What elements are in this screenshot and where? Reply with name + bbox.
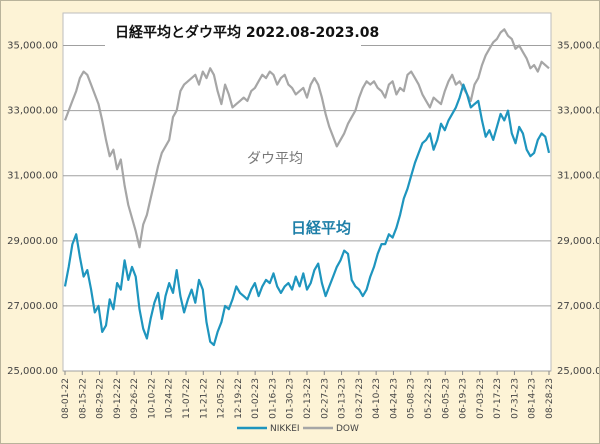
x-tick-label: 08-14-23 <box>528 378 538 419</box>
x-tick-label: 05-08-23 <box>407 378 417 419</box>
x-tick-label: 03-27-23 <box>355 378 365 419</box>
series-lines <box>63 28 551 347</box>
x-tick-label: 07-31-23 <box>510 378 520 419</box>
x-tick-label: 07-17-23 <box>493 378 503 419</box>
x-tick-label: 01-02-23 <box>251 378 261 419</box>
nikkei-annotation: 日経平均 <box>291 219 351 237</box>
x-tick-label: 09-12-22 <box>113 378 123 419</box>
x-tick-label: 08-28-23 <box>545 378 555 419</box>
x-tick-label: 02-13-23 <box>303 378 313 419</box>
x-tick-label: 01-30-23 <box>286 378 296 419</box>
y-tick-label-left: 25,000.00 <box>7 366 58 377</box>
y-tick-label-right: 25,000.00 <box>557 366 599 377</box>
x-tick-label: 08-15-22 <box>78 378 88 419</box>
y-tick-label-left: 33,000.00 <box>7 106 58 117</box>
y-tick-label-left: 35,000.00 <box>7 41 58 52</box>
x-tick-label: 08-29-22 <box>96 378 106 419</box>
x-tick-label: 11-07-22 <box>182 378 192 419</box>
legend-dow-label: DOW <box>336 424 359 434</box>
plot-area <box>62 12 552 372</box>
dow-annotation: ダウ平均 <box>247 151 303 167</box>
y-tick-label-left: 31,000.00 <box>7 171 58 182</box>
nikkei-series-line <box>63 83 551 347</box>
y-tick-label-left: 29,000.00 <box>7 236 58 247</box>
legend: NIKKEI DOW <box>237 424 359 434</box>
chart-title: 日経平均とダウ平均 2022.08-2023.08 <box>115 24 379 41</box>
x-tick-label: 04-24-23 <box>389 378 399 419</box>
y-axis-left: 25,000.00 27,000.00 29,000.00 31,000.00 33,0… <box>7 41 58 377</box>
x-tick-label: 11-21-22 <box>199 378 209 419</box>
x-tick-label: 10-10-22 <box>147 378 157 419</box>
x-tick-label: 03-13-23 <box>338 378 348 419</box>
y-axis-right: 25,000.00 27,000.00 29,000.00 31,000.00 33,0… <box>557 41 599 377</box>
y-tick-label-right: 27,000.00 <box>557 301 599 312</box>
x-tick-label: 06-05-23 <box>441 378 451 419</box>
x-tick-label: 12-19-22 <box>234 378 244 419</box>
x-tick-label: 10-24-22 <box>165 378 175 419</box>
x-tick-label: 05-22-23 <box>424 378 434 419</box>
y-tick-label-right: 31,000.00 <box>557 171 599 182</box>
y-tick-label-right: 29,000.00 <box>557 236 599 247</box>
y-tick-label-right: 33,000.00 <box>557 106 599 117</box>
x-tick-label: 12-05-22 <box>217 378 227 419</box>
x-tick-label: 09-26-22 <box>130 378 140 419</box>
y-tick-label-left: 27,000.00 <box>7 301 58 312</box>
x-tick-label: 06-19-23 <box>459 378 469 419</box>
x-axis: 08-01-22 08-15-22 08-29-22 09-12-22 09-26-22… <box>61 371 555 419</box>
x-tick-label: 07-03-23 <box>476 378 486 419</box>
x-tick-label: 04-10-23 <box>372 378 382 419</box>
legend-nikkei-label: NIKKEI <box>270 424 300 434</box>
x-tick-label: 08-01-22 <box>61 378 71 419</box>
x-tick-label: 01-16-23 <box>268 378 278 419</box>
chart-title-background <box>105 17 361 47</box>
y-tick-label-right: 35,000.00 <box>557 41 599 52</box>
x-tick-label: 02-27-23 <box>320 378 330 419</box>
chart-title-box: 日経平均とダウ平均 2022.08-2023.08 <box>105 17 379 47</box>
